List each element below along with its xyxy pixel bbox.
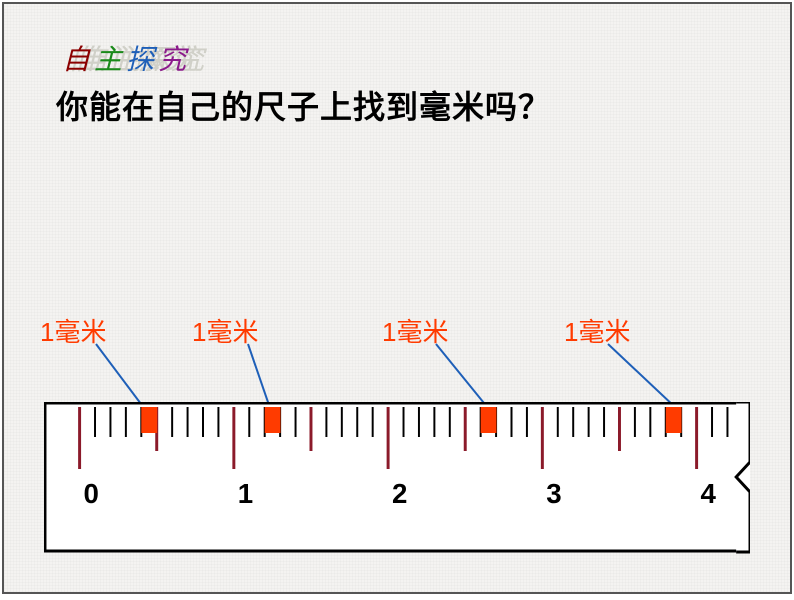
slide-border: 自主探究自主探究自主探究自主探究 你能在自己的尺子上找到毫米吗？ 1毫米1毫米1… — [2, 2, 792, 594]
mm-highlight — [141, 407, 157, 433]
ruler-svg: 0 1 2 3 4 — [44, 402, 750, 572]
subtitle-char: 探 — [126, 38, 158, 78]
ruler: 0 1 2 3 4 — [44, 402, 750, 572]
tick-label: 4 — [701, 478, 717, 509]
callout-label: 1毫米 — [564, 312, 630, 349]
callout-line — [436, 344, 488, 408]
callout-label: 1毫米 — [382, 312, 448, 349]
tick-label: 3 — [546, 478, 561, 509]
subtitle: 自主探究自主探究自主探究自主探究 — [62, 38, 190, 78]
mm-highlight — [265, 407, 281, 433]
callout-line — [96, 344, 144, 408]
callout-label: 1毫米 — [40, 312, 106, 349]
subtitle-char: 究 — [158, 38, 190, 78]
tick-label: 2 — [392, 478, 407, 509]
mm-highlight — [481, 407, 497, 433]
callout-line — [248, 344, 270, 408]
callout-line — [608, 344, 676, 408]
callout-label: 1毫米 — [192, 312, 258, 349]
mm-highlight — [666, 407, 682, 433]
subtitle-char: 自 — [62, 38, 94, 78]
subtitle-char: 主 — [94, 38, 126, 78]
subtitle-main: 自主探究 — [62, 38, 190, 78]
tick-label: 0 — [84, 478, 99, 509]
heading: 你能在自己的尺子上找到毫米吗？ — [56, 82, 551, 128]
tick-label: 1 — [238, 478, 253, 509]
